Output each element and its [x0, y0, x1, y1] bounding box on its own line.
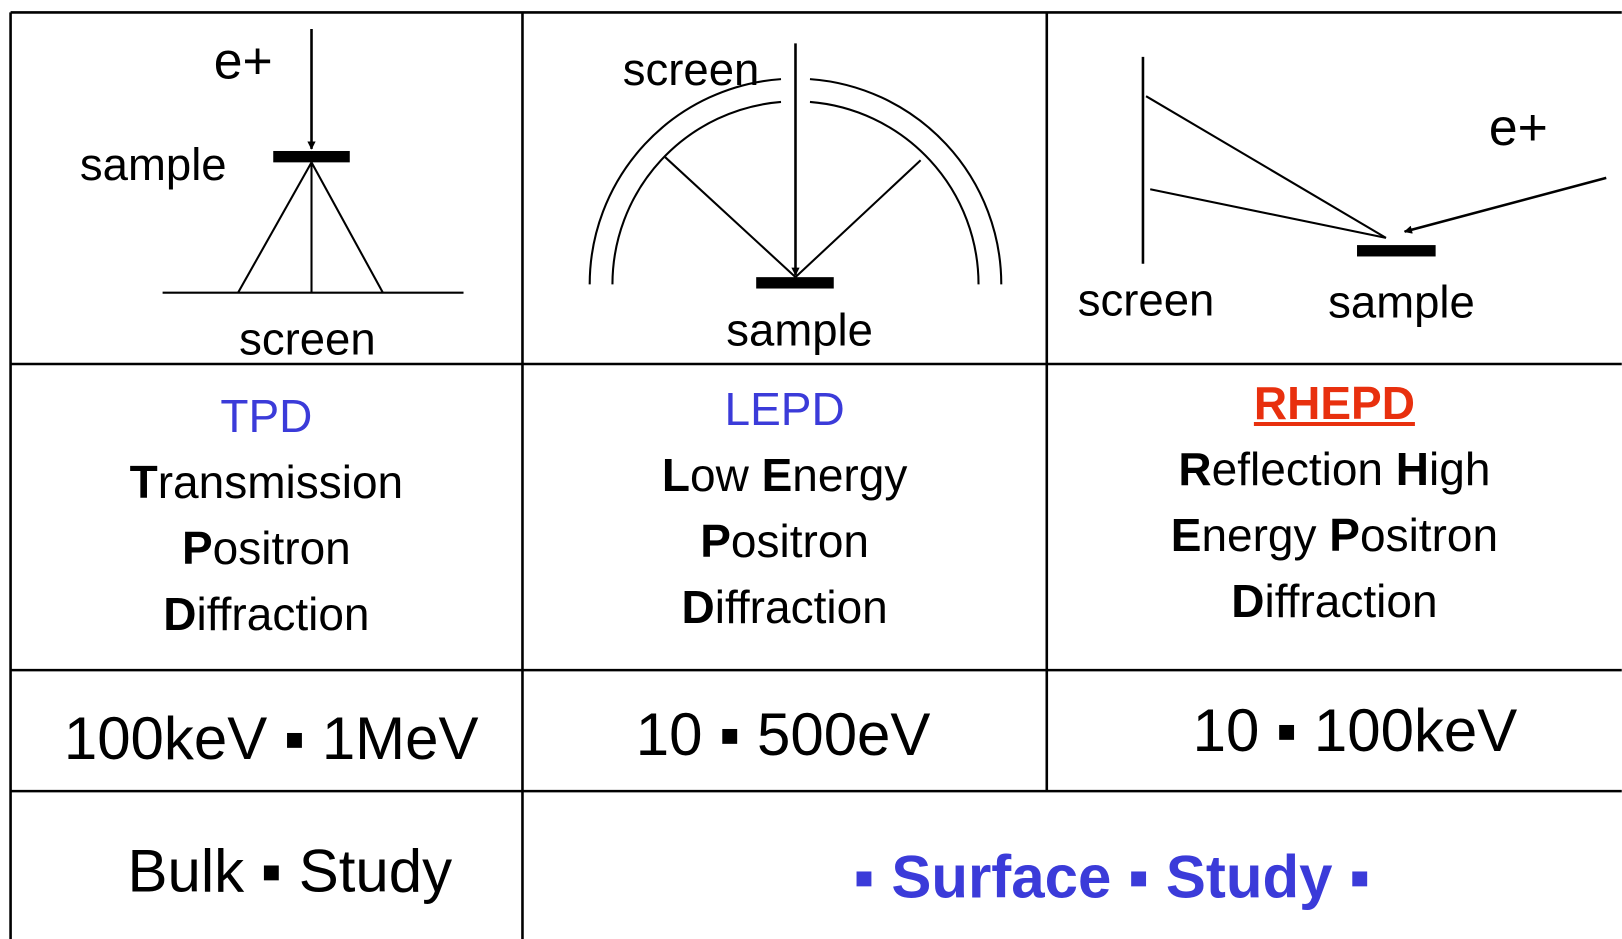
grid — [9, 11, 1622, 939]
label: screen — [1078, 274, 1215, 325]
name-word: Energy — [1170, 509, 1317, 562]
name-word: Diffraction — [681, 580, 888, 633]
label: e+ — [214, 32, 273, 90]
method-cell: LEPD Low Energy Positron Diffraction — [522, 376, 1046, 640]
name-line: Transmission — [10, 449, 522, 515]
name-word: Diffraction — [163, 587, 370, 640]
name-word: Low — [661, 448, 749, 501]
name-line: Diffraction — [1047, 568, 1622, 634]
energy: 10 ▪ 100keV — [1193, 697, 1518, 764]
energy: 100keV ▪ 1MeV — [64, 705, 479, 772]
name-word: High — [1395, 443, 1491, 496]
label: sample — [726, 304, 873, 355]
name-line: Positron — [522, 508, 1046, 574]
acronym: TPD — [220, 389, 313, 442]
energy: 10 ▪ 500eV — [636, 701, 931, 768]
name-line: Energy Positron — [1047, 502, 1622, 568]
name-word: Transmission — [129, 455, 404, 508]
tpd-diagram — [162, 28, 464, 294]
name-line: Low Energy — [522, 442, 1046, 508]
rhepd-diagram — [1141, 56, 1607, 264]
name-line: Diffraction — [522, 574, 1046, 640]
label: sample — [1328, 276, 1475, 327]
study-row: Bulk ▪ Study ▪ Surface ▪ Study ▪ — [127, 837, 1370, 910]
label: screen — [623, 44, 760, 95]
method-cell: RHEPD Reflection High Energy Positron Diffr… — [1047, 370, 1622, 634]
diagram-labels: e+ sample screen screen sample e+ screen… — [80, 32, 1548, 365]
study: Bulk ▪ Study — [127, 837, 452, 904]
label: e+ — [1489, 98, 1548, 156]
name-word: Reflection — [1178, 443, 1383, 496]
name-word: Positron — [1329, 509, 1499, 562]
name-word: Positron — [700, 514, 869, 567]
name-line: Diffraction — [10, 581, 522, 647]
energy-row: 100keV ▪ 1MeV 10 ▪ 500eV 10 ▪ 100keV — [64, 697, 1517, 772]
acronym: LEPD — [724, 382, 845, 435]
study: ▪ Surface ▪ Study ▪ — [853, 844, 1370, 911]
lepd-diagram — [588, 43, 1003, 289]
name-word: Diffraction — [1231, 575, 1438, 628]
label: screen — [239, 314, 376, 365]
name-word: Energy — [761, 448, 908, 501]
acronym: RHEPD — [1253, 377, 1415, 430]
method-cell: TPD Transmission Positron Diffraction — [10, 383, 522, 647]
name-word: Positron — [181, 521, 351, 574]
label: sample — [80, 139, 227, 190]
name-line: Positron — [10, 515, 522, 581]
name-line: Reflection High — [1047, 436, 1622, 502]
